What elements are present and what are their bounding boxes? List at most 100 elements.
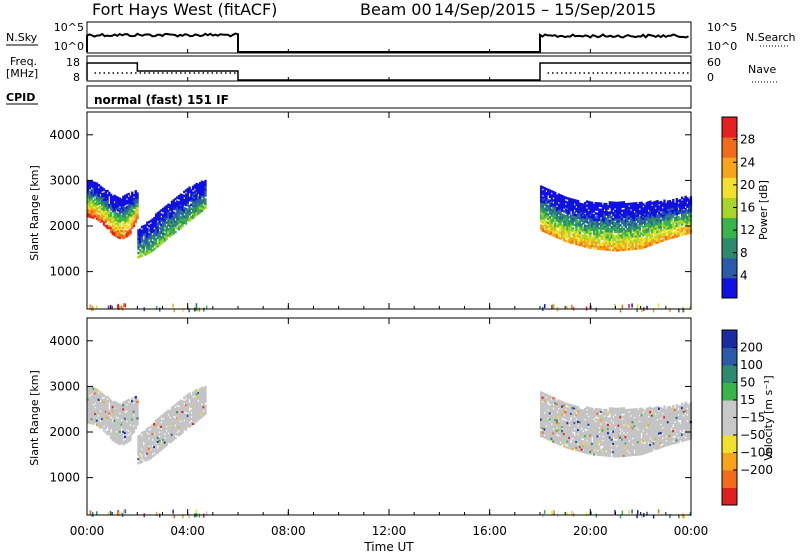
power-cell: [177, 213, 181, 216]
velocity-cell: [176, 410, 179, 414]
power-cell: [605, 235, 608, 239]
power-cell: [661, 224, 664, 228]
velocity-cell: [87, 410, 90, 414]
velocity-cell: [585, 437, 589, 440]
power-cell: [548, 203, 552, 207]
power-cell: [144, 234, 147, 238]
power-cell: [541, 202, 545, 206]
velocity-cell: [92, 405, 95, 409]
power-cell: [568, 224, 571, 227]
noise-tick-right-bottom: 10^0: [707, 40, 737, 53]
velocity-cell: [640, 428, 643, 431]
velocity-cell: [584, 416, 587, 419]
power-cell: [102, 198, 106, 202]
power-cell: [116, 217, 120, 220]
power-cell: [663, 222, 666, 225]
velocity-cell: [613, 424, 617, 427]
velocity-cell: [580, 421, 583, 424]
velocity-cell: [619, 436, 622, 439]
power-cell: [557, 211, 560, 215]
power-cell: [610, 207, 613, 211]
velocity-cell: [587, 408, 590, 412]
velocity-cell: [624, 413, 627, 416]
power-cell: [545, 228, 548, 232]
velocity-cell: [115, 420, 118, 423]
power-cell: [680, 202, 684, 206]
velocity-cell: [151, 426, 154, 429]
power-cell: [605, 209, 608, 212]
power-cell: [594, 226, 597, 230]
velocity-cell: [158, 437, 161, 440]
power-cell: [540, 218, 543, 221]
power-cell: [149, 248, 153, 252]
power-cell: [619, 230, 622, 233]
power-cell: [562, 232, 566, 236]
velocity-cell: [589, 452, 592, 456]
velocity-cell: [547, 427, 550, 430]
power-cell: [601, 243, 605, 247]
power-cell: [587, 202, 590, 206]
velocity-cell: [146, 448, 149, 451]
power-cell: [146, 235, 149, 239]
velocity-cell: [633, 414, 636, 417]
power-cell: [569, 224, 573, 228]
velocity-cell: [174, 436, 177, 440]
power-cell: [592, 205, 596, 209]
power-cell: [151, 224, 154, 228]
power-cell: [197, 185, 200, 189]
velocity-cell: [113, 429, 116, 433]
velocity-cell: [193, 421, 197, 424]
velocity-cell: [547, 404, 550, 408]
power-cell: [589, 228, 592, 231]
velocity-cell: [174, 414, 177, 417]
velocity-cell: [167, 436, 170, 439]
velocity-cell: [160, 447, 163, 451]
velocity-cell: [582, 421, 585, 425]
power-cell: [643, 212, 647, 216]
power-cell: [643, 239, 647, 242]
power-cell: [672, 223, 675, 227]
velocity-cell: [589, 450, 592, 453]
power-cell: [87, 184, 90, 187]
power-cell: [654, 200, 657, 204]
power-cell: [666, 233, 670, 236]
velocity-cell: [605, 427, 608, 430]
power-cell: [598, 245, 601, 248]
velocity-cell: [633, 453, 636, 456]
power-cell: [139, 236, 142, 240]
velocity-cell: [642, 421, 645, 424]
velocity-cell: [197, 416, 200, 419]
power-cell: [580, 242, 583, 245]
power-cell: [677, 234, 680, 238]
velocity-cell: [113, 415, 116, 418]
power-cell: [179, 220, 182, 223]
power-cell: [167, 217, 170, 221]
power-cell: [608, 248, 612, 251]
velocity-cell: [564, 445, 568, 449]
velocity-cell: [149, 450, 153, 453]
power-cell: [603, 231, 606, 235]
power-cell: [599, 204, 603, 208]
power-cell: [154, 244, 158, 247]
power-cell: [94, 202, 97, 205]
power-cell: [543, 209, 546, 213]
power-cell: [654, 231, 657, 235]
power-cell: [161, 222, 165, 225]
velocity-cell: [615, 413, 619, 417]
velocity-cell: [163, 438, 167, 442]
velocity-cell: [587, 406, 590, 410]
power-cell: [675, 198, 679, 201]
velocity-cell: [543, 415, 546, 419]
power-cell: [631, 243, 634, 247]
power-cell: [109, 201, 113, 205]
velocity-cell: [160, 445, 163, 449]
velocity-cell: [612, 450, 615, 454]
power-cell: [190, 207, 193, 211]
power-cell: [661, 210, 664, 214]
power-cell: [540, 185, 543, 188]
power-cell: [631, 225, 634, 228]
power-cell: [111, 207, 115, 211]
velocity-cell: [640, 419, 643, 423]
velocity-cell: [550, 408, 553, 412]
power-cell: [200, 186, 204, 190]
